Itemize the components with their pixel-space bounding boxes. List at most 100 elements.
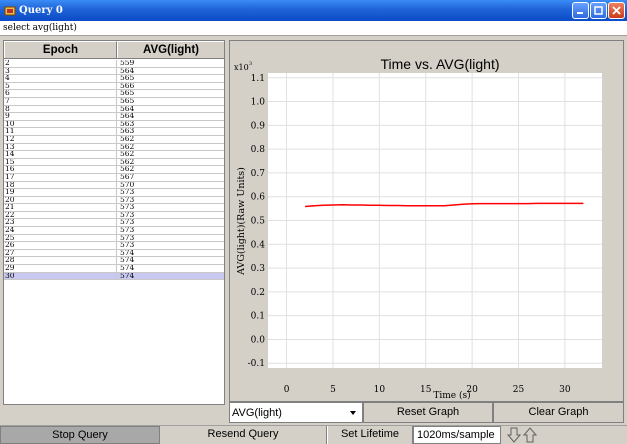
table-row[interactable]: 12 562 <box>4 135 224 144</box>
epoch-cell: 11 <box>4 128 117 135</box>
avg-light-cell: 563 <box>120 128 135 135</box>
chevron-down-icon <box>350 410 356 415</box>
epoch-cell: 10 <box>4 120 117 128</box>
x-tick-label: 25 <box>513 385 525 395</box>
table-row[interactable]: 10 563 <box>4 120 224 129</box>
avg-light-cell: 562 <box>120 143 135 151</box>
avg-light-cell: 573 <box>120 196 135 204</box>
avg-light-cell: 573 <box>120 242 135 249</box>
epoch-cell: 25 <box>4 234 117 242</box>
table-row[interactable]: 26 573 <box>4 242 224 250</box>
table-row[interactable]: 2 559 <box>4 60 224 68</box>
minimize-icon <box>577 12 583 14</box>
epoch-cell: 12 <box>4 135 117 143</box>
avg-light-cell: 562 <box>120 158 135 166</box>
table-row[interactable]: 24 573 <box>4 227 224 235</box>
table-row[interactable]: 3 564 <box>4 67 224 76</box>
resend-query-button[interactable]: Resend Query <box>160 426 327 444</box>
chart-title: Time vs. AVG(light) <box>380 56 499 72</box>
table-row[interactable]: 4 565 <box>4 75 224 83</box>
x-tick-label: 15 <box>420 385 432 395</box>
table-row[interactable]: 7 565 <box>4 97 224 106</box>
window-title: Query 0 <box>19 5 63 16</box>
maximize-button[interactable] <box>590 2 607 19</box>
epoch-cell: 8 <box>4 105 117 113</box>
epoch-cell: 13 <box>4 143 117 151</box>
table-row[interactable]: 13 562 <box>4 143 224 152</box>
table-row[interactable]: 30 574 <box>4 272 224 281</box>
close-button[interactable] <box>608 2 625 19</box>
epoch-cell: 6 <box>4 90 117 97</box>
epoch-cell: 17 <box>4 173 117 181</box>
table-row[interactable]: 6 565 <box>4 90 224 98</box>
epoch-cell: 7 <box>4 97 117 105</box>
query-text: select avg(light) <box>0 21 627 36</box>
epoch-cell: 26 <box>4 242 117 249</box>
series-select-value: AVG(light) <box>232 406 282 419</box>
table-row[interactable]: 16 562 <box>4 166 224 174</box>
table-row[interactable]: 28 574 <box>4 257 224 266</box>
table-row[interactable]: 8 564 <box>4 105 224 114</box>
epoch-cell: 4 <box>4 75 117 82</box>
y-axis-label: AVG(light)(Raw Units) <box>236 167 247 276</box>
table-row[interactable]: 22 573 <box>4 211 224 220</box>
title-bar: Query 0 <box>0 0 627 21</box>
column-header-avg-light[interactable]: AVG(light) <box>117 41 224 58</box>
line-chart: 0 5 10 15 20 25 30 -0.1 0.0 0.1 0.2 0.3 0.4 0.5 0.6 0.7… <box>234 56 602 401</box>
avg-light-cell: 574 <box>120 249 135 257</box>
sample-rate-field[interactable]: 1020ms/sample <box>413 426 501 444</box>
y-tick-label: 0.6 <box>251 193 266 203</box>
close-icon <box>612 6 621 15</box>
epoch-cell: 18 <box>4 181 117 189</box>
table-row[interactable]: 19 573 <box>4 189 224 197</box>
table-row[interactable]: 15 562 <box>4 158 224 167</box>
table-row[interactable]: 9 564 <box>4 113 224 121</box>
avg-light-cell: 573 <box>120 189 135 196</box>
avg-light-cell: 567 <box>120 173 135 181</box>
table-row[interactable]: 14 562 <box>4 151 224 159</box>
table-row[interactable]: 23 573 <box>4 219 224 228</box>
epoch-cell: 30 <box>4 272 117 280</box>
table-row[interactable]: 27 574 <box>4 249 224 258</box>
reset-graph-button[interactable]: Reset Graph <box>363 402 493 423</box>
avg-light-cell: 573 <box>120 227 135 234</box>
chart-panel: 0 5 10 15 20 25 30 -0.1 0.0 0.1 0.2 0.3 0.4 0.5 0.6 0.7… <box>229 40 624 402</box>
table-row[interactable]: 25 573 <box>4 234 224 243</box>
x-tick-label: 30 <box>559 385 571 395</box>
y-tick-label: 0.9 <box>251 121 266 131</box>
clear-graph-button[interactable]: Clear Graph <box>493 402 624 423</box>
table-row[interactable]: 29 574 <box>4 265 224 273</box>
avg-light-cell: 573 <box>120 219 135 227</box>
avg-light-cell: 562 <box>120 166 135 173</box>
series-select[interactable]: AVG(light) <box>229 402 363 423</box>
y-tick-label: 0.8 <box>251 145 266 155</box>
table-row[interactable]: 11 563 <box>4 128 224 136</box>
results-table[interactable]: Epoch AVG(light) 2 559 3 564 4 565 5 566 6 565 7 56… <box>3 40 225 405</box>
table-row[interactable]: 21 573 <box>4 204 224 212</box>
minimize-button[interactable] <box>572 2 589 19</box>
y-tick-label: 1.1 <box>251 74 265 84</box>
arrow-up-icon[interactable] <box>523 426 537 443</box>
epoch-cell: 23 <box>4 219 117 227</box>
epoch-cell: 19 <box>4 189 117 196</box>
table-row[interactable]: 18 570 <box>4 181 224 190</box>
table-row[interactable]: 17 567 <box>4 173 224 182</box>
set-lifetime-button[interactable]: Set Lifetime <box>327 426 413 444</box>
arrow-down-icon[interactable] <box>507 427 521 443</box>
stop-query-button[interactable]: Stop Query <box>0 426 160 444</box>
y-tick-label: 0.4 <box>251 240 266 250</box>
avg-light-cell: 559 <box>120 60 135 67</box>
table-row[interactable]: 20 573 <box>4 196 224 205</box>
epoch-cell: 14 <box>4 151 117 158</box>
app-icon <box>4 6 16 15</box>
y-tick-label: 0.0 <box>251 335 266 345</box>
epoch-cell: 28 <box>4 257 117 265</box>
x-tick-label: 5 <box>330 385 336 395</box>
avg-light-cell: 574 <box>120 265 135 272</box>
avg-light-cell: 565 <box>120 97 135 105</box>
table-row[interactable]: 5 566 <box>4 82 224 91</box>
avg-light-cell: 565 <box>120 90 135 97</box>
y-multiplier-label: x10 <box>234 63 249 72</box>
table-body: 2 559 3 564 4 565 5 566 6 565 7 565 8 564 9 564 10 563 11 5… <box>4 60 224 404</box>
column-header-epoch[interactable]: Epoch <box>4 41 117 58</box>
